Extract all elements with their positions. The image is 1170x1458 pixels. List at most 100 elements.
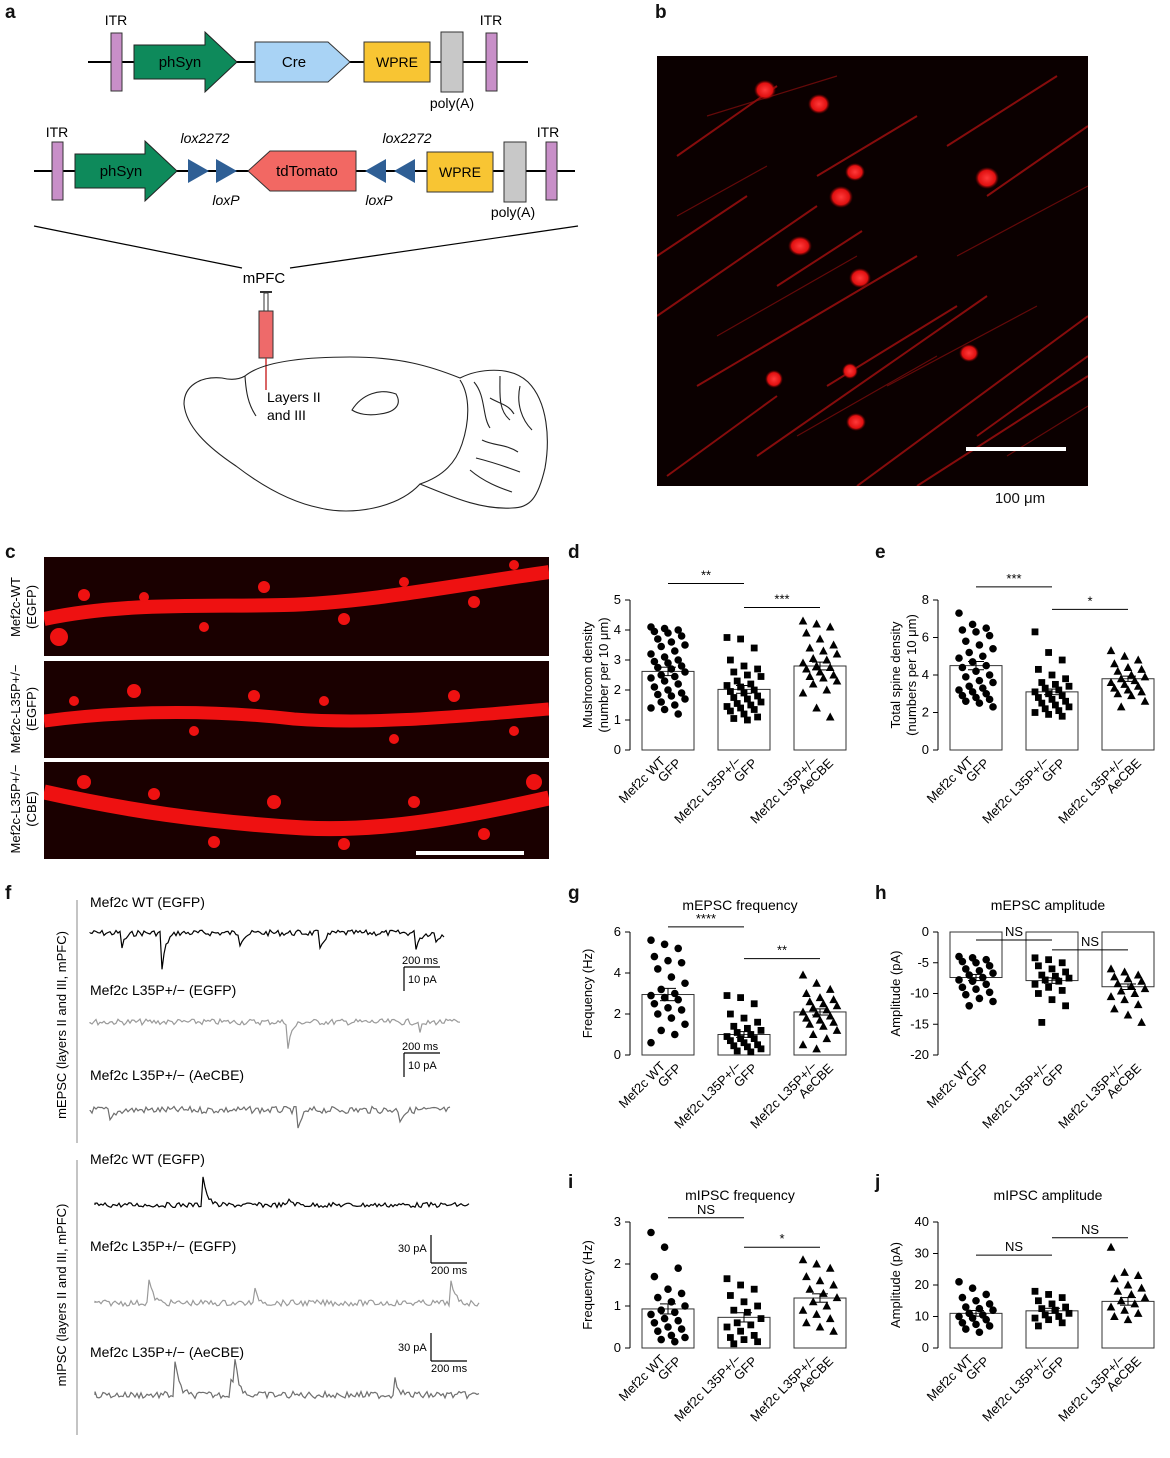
- data-point: [975, 641, 984, 649]
- itr-left-2-element: [51, 141, 64, 201]
- data-point: [975, 676, 984, 685]
- tdtomato-micrograph: [657, 56, 1088, 486]
- data-point: [982, 689, 990, 698]
- data-point: [654, 635, 662, 643]
- data-point: [968, 658, 977, 666]
- loxp-left-label: loxP: [212, 192, 240, 208]
- data-point: [727, 1292, 734, 1299]
- data-point: [1065, 1309, 1073, 1317]
- data-point: [825, 1011, 835, 1020]
- data-point: [1127, 981, 1136, 990]
- data-point: [660, 705, 669, 714]
- data-point: [671, 1308, 679, 1317]
- data-point: [1055, 707, 1063, 715]
- data-point: [737, 635, 744, 643]
- data-point: [815, 667, 825, 676]
- data-point: [829, 670, 838, 679]
- data-point: [968, 1284, 977, 1292]
- data-point: [650, 657, 659, 666]
- data-point: [723, 682, 731, 689]
- data-point: [802, 1013, 811, 1022]
- data-point: [808, 1030, 818, 1038]
- y-tick-label: 2: [614, 1006, 621, 1021]
- y-tick-label: 2: [614, 1256, 621, 1271]
- data-point: [1137, 664, 1146, 673]
- data-point: [822, 655, 832, 664]
- data-point: [1048, 695, 1056, 703]
- data-point: [740, 1336, 748, 1343]
- data-point: [989, 644, 997, 653]
- data-point: [989, 703, 997, 711]
- data-point: [798, 658, 808, 667]
- data-point: [808, 1297, 818, 1306]
- data-point: [985, 695, 994, 704]
- y-tick-label: 40: [915, 1214, 929, 1229]
- data-point: [825, 1314, 835, 1323]
- y-tick-label: 1: [614, 1298, 621, 1313]
- data-point: [747, 1048, 755, 1056]
- loxp-right-label: loxP: [365, 192, 393, 208]
- data-point: [1058, 987, 1066, 994]
- layers-label-2: and III: [267, 407, 306, 423]
- data-point: [681, 1302, 689, 1310]
- chart-h: mEPSC amplitude 0 -5 -10 -15 -20 Amplitude (pA…: [888, 897, 1155, 1131]
- data-point: [979, 652, 987, 661]
- data-point: [965, 682, 973, 691]
- data-point: [1130, 676, 1140, 685]
- data-point: [802, 1272, 811, 1281]
- phsyn-1-arrow: [133, 30, 238, 94]
- data-point: [1031, 980, 1039, 988]
- itr-right-1-element: [485, 32, 498, 92]
- y-tick-label: 6: [922, 630, 929, 645]
- data-point: [750, 706, 758, 713]
- data-point: [805, 997, 815, 1006]
- data-point: [744, 1043, 751, 1051]
- significance-label: ***: [1006, 571, 1021, 586]
- data-point: [822, 1301, 832, 1310]
- data-point: [750, 1000, 758, 1008]
- y-axis-label: Total spine density: [888, 621, 903, 728]
- data-point: [750, 686, 758, 694]
- data-point: [650, 683, 659, 691]
- lox2272-left-triangle: [188, 159, 209, 183]
- data-point: [972, 628, 980, 636]
- data-point: [727, 688, 734, 695]
- data-point: [660, 653, 669, 661]
- chart-title: mEPSC amplitude: [991, 897, 1106, 913]
- chart-e: 0 2 4 6 8 Total spine density (numbers per 10 …: [888, 571, 1155, 826]
- data-point: [664, 629, 672, 637]
- data-point: [1062, 968, 1069, 976]
- data-point: [647, 650, 655, 658]
- data-point: [808, 679, 818, 688]
- data-point: [975, 1328, 984, 1337]
- y-tick-label: 3: [614, 1214, 621, 1229]
- data-point: [1058, 959, 1066, 967]
- data-point: [1123, 1010, 1133, 1019]
- data-point: [1133, 681, 1143, 690]
- dendrite-image-wt: [44, 557, 549, 656]
- polya-2-label: poly(A): [491, 204, 535, 220]
- data-point: [815, 1276, 825, 1285]
- data-point: [1123, 663, 1133, 671]
- data-point: [674, 680, 682, 688]
- data-point: [744, 716, 751, 724]
- data-point: [812, 661, 821, 670]
- polya-2-element: [503, 141, 527, 203]
- data-point: [962, 965, 970, 973]
- data-point: [1110, 683, 1119, 692]
- data-point: [985, 988, 994, 997]
- y-axis-label: Frequency (Hz): [580, 1240, 595, 1330]
- data-point: [1110, 1274, 1119, 1283]
- data-point: [1137, 687, 1146, 696]
- svg-text:(EGFP): (EGFP): [24, 687, 39, 731]
- data-point: [1031, 1314, 1039, 1322]
- data-point: [819, 999, 828, 1008]
- data-point: [747, 1321, 755, 1329]
- data-point: [754, 1041, 761, 1049]
- data-point: [750, 1035, 758, 1042]
- y-axis-label: Mushroom density: [580, 621, 595, 728]
- data-point: [667, 1298, 676, 1306]
- y-tick-label: 0: [922, 742, 929, 757]
- data-point: [674, 656, 682, 664]
- data-point: [744, 671, 751, 679]
